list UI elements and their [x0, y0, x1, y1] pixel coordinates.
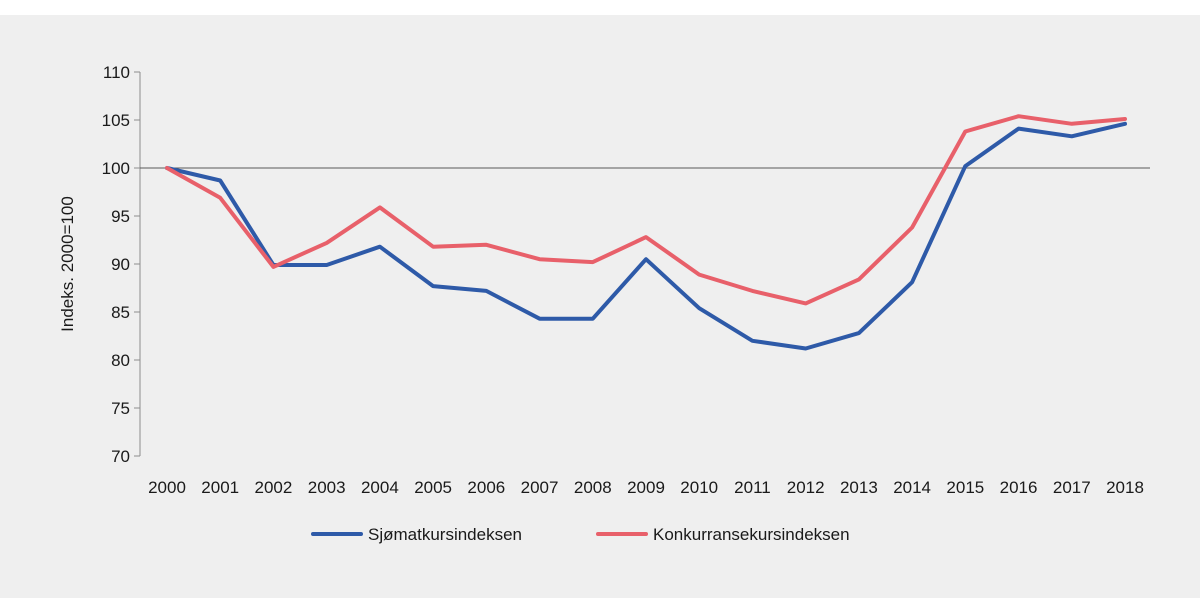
x-tick-label: 2013 [840, 478, 878, 497]
x-tick-label: 2010 [680, 478, 718, 497]
series-lines [165, 114, 1127, 351]
y-axis-title: Indeks. 2000=100 [58, 196, 77, 332]
x-tick-label: 2003 [308, 478, 346, 497]
x-tick-label: 2016 [1000, 478, 1038, 497]
y-tick-label: 110 [103, 63, 130, 82]
x-tick-label: 2000 [148, 478, 186, 497]
series-line-2 [165, 114, 1127, 306]
y-tick-label: 100 [102, 159, 130, 178]
y-tick-label: 75 [111, 399, 130, 418]
x-ticks: 2000 2001 2002 2003 2004 2005 2006 2007 2008 2009… [148, 478, 1144, 497]
x-tick-label: 2009 [627, 478, 665, 497]
y-tick-label: 70 [111, 447, 130, 466]
x-tick-label: 2018 [1106, 478, 1144, 497]
x-tick-label: 2007 [521, 478, 559, 497]
y-axis-title-group: Indeks. 2000=100 [58, 196, 77, 332]
x-tick-label: 2005 [414, 478, 452, 497]
x-tick-label: 2002 [255, 478, 293, 497]
chart-panel: Indeks. 2000=100 70 75 80 85 90 95 100 105 110 2… [0, 15, 1200, 598]
x-tick-label: 2001 [201, 478, 239, 497]
x-tick-label: 2008 [574, 478, 612, 497]
line-chart: Indeks. 2000=100 70 75 80 85 90 95 100 105 110 2… [58, 63, 1150, 544]
x-tick-label: 2015 [946, 478, 984, 497]
y-tick-label: 95 [111, 207, 130, 226]
y-ticks: 70 75 80 85 90 95 100 105 110 [102, 63, 140, 466]
x-tick-label: 2004 [361, 478, 399, 497]
x-tick-label: 2006 [467, 478, 505, 497]
x-tick-label: 2011 [734, 478, 771, 497]
legend: Sjømatkursindeksen Konkurransekursindekse… [311, 525, 850, 544]
x-tick-label: 2014 [893, 478, 931, 497]
x-tick-label: 2012 [787, 478, 825, 497]
x-tick-label: 2017 [1053, 478, 1091, 497]
y-tick-label: 90 [111, 255, 130, 274]
legend-label: Sjømatkursindeksen [368, 525, 522, 544]
y-tick-label: 105 [102, 111, 130, 130]
y-tick-label: 80 [111, 351, 130, 370]
y-tick-label: 85 [111, 303, 130, 322]
legend-label: Konkurransekursindeksen [653, 525, 850, 544]
